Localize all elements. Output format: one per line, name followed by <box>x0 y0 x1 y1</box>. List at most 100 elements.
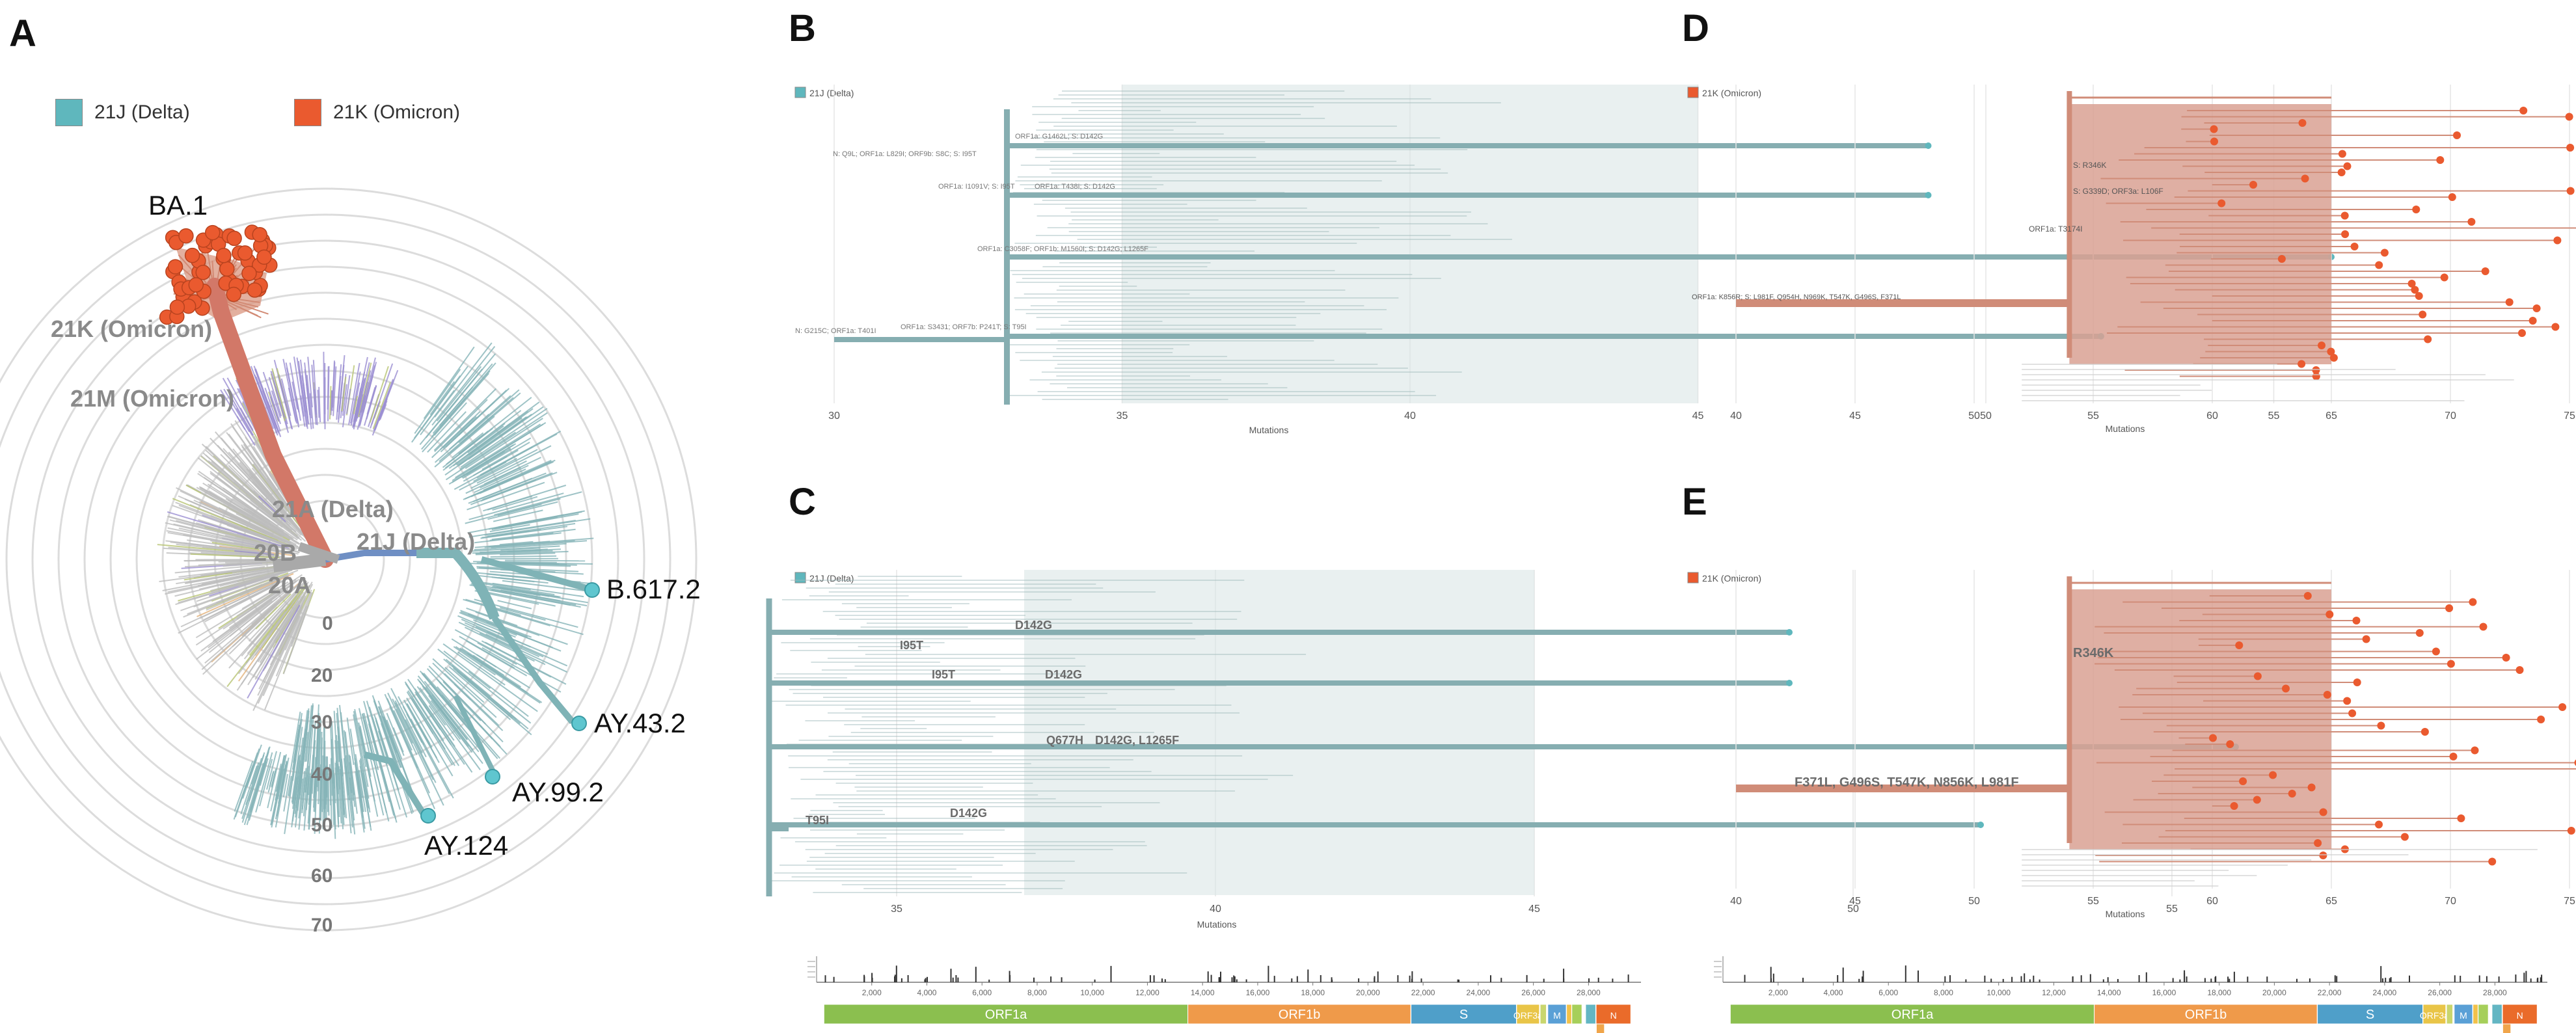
tip-marker-b6172[interactable] <box>584 582 600 598</box>
gene-label: S <box>2366 1008 2374 1022</box>
delta-branch <box>333 710 339 772</box>
genome-tick-label: 24,000 <box>1467 988 1491 997</box>
delta-branch <box>318 764 322 834</box>
tip-label-ay432: AY.43.2 <box>594 708 686 738</box>
delta-branch <box>246 751 269 825</box>
omicron-tip <box>2518 329 2526 337</box>
delta-branch <box>386 698 430 794</box>
panel-b-label-1: ORF1a: G1462L; S: D142G <box>1015 133 1103 141</box>
delta-branch <box>303 766 310 831</box>
genome-tick-label: 20,000 <box>2262 988 2286 997</box>
omicron-tip <box>2488 857 2497 866</box>
genome-tick-label: 2,000 <box>862 988 882 997</box>
omicron-tip <box>2445 604 2454 612</box>
delta-branch <box>329 764 332 806</box>
panel-b-legend-label: 21J (Delta) <box>809 88 854 98</box>
delta-branch <box>359 725 372 777</box>
delta-branch <box>463 598 584 636</box>
purple-branch <box>264 387 281 432</box>
delta-branch <box>234 760 254 812</box>
delta-branch <box>423 346 475 420</box>
omicron-tip <box>2471 746 2479 755</box>
delta-branch <box>452 667 532 736</box>
gene-label: S <box>1459 1008 1468 1022</box>
delta-branch <box>334 762 340 824</box>
panel-label-b: B <box>789 7 816 49</box>
delta-branch <box>360 771 372 831</box>
delta-branch <box>420 390 455 436</box>
delta-branch <box>473 457 517 482</box>
delta-branch <box>491 586 588 604</box>
delta-branch <box>403 699 440 763</box>
tip-marker-ay432[interactable] <box>571 716 587 731</box>
panel-d-legend-label: 21K (Omicron) <box>1702 88 1761 98</box>
distance-ring <box>5 239 645 879</box>
delta-branch <box>267 751 282 809</box>
delta-branch <box>449 392 521 454</box>
delta-branch <box>294 710 308 814</box>
purple-branch <box>299 359 310 425</box>
tip-marker-ay124[interactable] <box>420 808 436 824</box>
delta-sub-branch-4 <box>363 751 426 815</box>
ring-label-60: 60 <box>311 865 332 887</box>
purple-branch <box>342 384 347 416</box>
purple-branch <box>332 366 337 416</box>
delta-branch <box>456 417 522 466</box>
grey-branch <box>178 566 265 578</box>
clade-label-21k: 21K (Omicron) <box>51 315 212 342</box>
grey-branch <box>178 528 276 550</box>
delta-branch <box>498 577 549 584</box>
purple-branch <box>228 394 254 436</box>
delta-branch <box>474 543 567 551</box>
purple-branch <box>262 371 282 425</box>
delta-branch <box>239 752 258 803</box>
omicron-tip <box>2249 181 2257 189</box>
gene-label: ORF3a <box>1513 1010 1543 1021</box>
delta-branch <box>322 727 325 829</box>
purple-branch <box>357 394 364 419</box>
axis-tick-label: 35 <box>891 904 902 915</box>
delta-branch <box>305 774 308 793</box>
genome-tick-label: 16,000 <box>2152 988 2176 997</box>
delta-branch <box>459 449 538 491</box>
panel-d-label-3: S: G339D; ORF3a: L106F <box>2073 187 2163 196</box>
delta-branch <box>277 768 285 799</box>
purple-branch <box>286 368 300 428</box>
highlight-tip <box>1925 192 1932 198</box>
delta-branch <box>445 412 548 481</box>
panel-e-axis: 40 45 50 55 60 65 70 75 <box>1730 896 2575 907</box>
omicron-tip <box>2440 273 2448 282</box>
delta-branch <box>464 622 540 658</box>
grey-branch <box>275 592 312 677</box>
delta-branch <box>468 492 564 520</box>
delta-branch <box>444 416 528 476</box>
grey-branch <box>290 606 308 644</box>
delta-branch <box>387 692 418 755</box>
delta-branch <box>291 756 300 805</box>
omicron-tip <box>2502 654 2510 662</box>
delta-branch <box>452 432 484 459</box>
tip-marker-ay992[interactable] <box>485 769 500 785</box>
grey-branch <box>196 522 300 553</box>
grey-branch <box>234 550 275 556</box>
genome-tick-label: 20,000 <box>1356 988 1380 997</box>
grey-branch <box>217 472 273 517</box>
genome-tick-label: 28,000 <box>1577 988 1601 997</box>
delta-branch <box>487 495 533 511</box>
delta-branch <box>453 410 529 467</box>
panel-b-axis: 30 35 40 45 50 55 <box>828 410 2279 422</box>
delta-branch <box>422 685 450 721</box>
delta-branch <box>439 397 514 463</box>
omicron-tip <box>2217 199 2226 208</box>
grey-branch <box>200 455 300 539</box>
delta-branch <box>480 464 529 489</box>
omicron-tip <box>2415 292 2423 300</box>
delta-branch <box>411 366 469 443</box>
grey-branch <box>195 574 303 646</box>
grey-branch <box>223 561 283 567</box>
purple-branch <box>259 389 278 434</box>
grey-branch <box>211 574 269 593</box>
panel-c-label-2: I95T <box>900 639 923 652</box>
delta-branch <box>327 756 329 812</box>
purple-branch <box>306 375 312 419</box>
